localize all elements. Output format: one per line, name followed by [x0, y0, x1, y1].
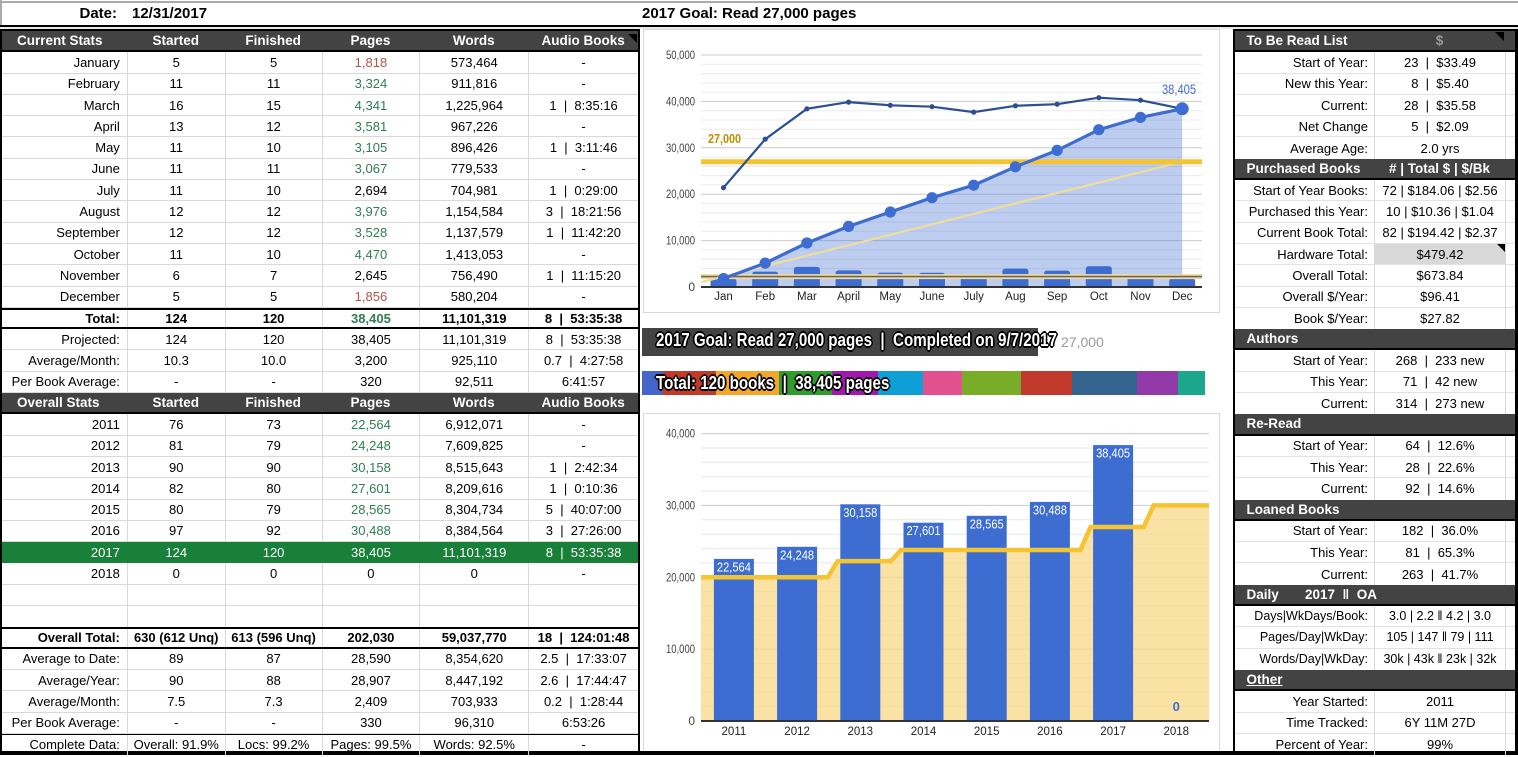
svg-text:20,000: 20,000	[666, 187, 695, 201]
svg-text:10,000: 10,000	[666, 234, 695, 248]
svg-text:2012: 2012	[784, 726, 810, 738]
svg-text:22,564: 22,564	[717, 560, 751, 574]
svg-text:2014: 2014	[911, 726, 937, 738]
svg-text:40,000: 40,000	[666, 94, 695, 108]
svg-text:38,405: 38,405	[1096, 447, 1130, 461]
svg-text:Nov: Nov	[1130, 291, 1151, 303]
svg-text:30,000: 30,000	[666, 141, 695, 155]
svg-text:Mar: Mar	[797, 291, 817, 303]
svg-text:28,565: 28,565	[970, 517, 1004, 531]
svg-text:27,000: 27,000	[708, 131, 741, 146]
svg-text:July: July	[963, 291, 984, 303]
svg-text:Sep: Sep	[1047, 291, 1067, 303]
svg-text:0: 0	[1173, 699, 1180, 714]
svg-text:May: May	[879, 291, 901, 303]
svg-text:24,248: 24,248	[780, 548, 814, 562]
svg-text:2013: 2013	[848, 726, 874, 738]
svg-text:April: April	[837, 291, 860, 303]
svg-text:Dec: Dec	[1172, 291, 1193, 303]
svg-text:Feb: Feb	[755, 291, 775, 303]
svg-text:Aug: Aug	[1005, 291, 1025, 303]
svg-text:20,000: 20,000	[666, 570, 695, 584]
svg-text:2017: 2017	[1100, 726, 1126, 738]
svg-text:30,488: 30,488	[1033, 503, 1067, 517]
svg-text:30,000: 30,000	[666, 498, 695, 512]
svg-text:0: 0	[688, 280, 695, 294]
svg-text:Jan: Jan	[714, 291, 733, 303]
svg-text:2016: 2016	[1037, 726, 1063, 738]
svg-text:2011: 2011	[722, 726, 747, 738]
svg-text:27,601: 27,601	[907, 524, 941, 538]
svg-text:0: 0	[688, 714, 695, 728]
svg-text:2015: 2015	[974, 726, 1000, 738]
svg-text:30,158: 30,158	[843, 506, 877, 520]
svg-text:38,405: 38,405	[1162, 82, 1196, 97]
svg-text:June: June	[920, 291, 945, 303]
svg-text:50,000: 50,000	[666, 48, 695, 62]
svg-text:10,000: 10,000	[666, 642, 695, 656]
svg-text:40,000: 40,000	[666, 427, 695, 441]
svg-text:2018: 2018	[1164, 726, 1190, 738]
svg-text:Oct: Oct	[1090, 291, 1109, 303]
